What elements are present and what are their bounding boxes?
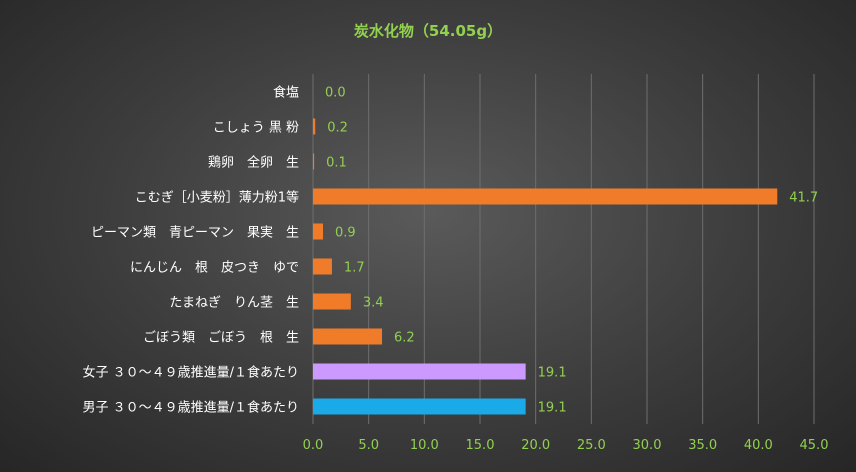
bar <box>313 153 315 170</box>
data-label: 6.2 <box>394 331 415 346</box>
category-label: ごぼう類 ごぼう 根 生 <box>143 330 299 346</box>
bar <box>313 118 316 135</box>
x-tick-label: 5.0 <box>358 438 379 453</box>
category-label: にんじん 根 皮つき ゆで <box>130 261 299 276</box>
bar <box>313 258 332 275</box>
bar <box>313 188 778 205</box>
x-tick-label: 0.0 <box>303 438 324 453</box>
category-label: たまねぎ りん茎 生 <box>169 296 299 311</box>
data-label: 0.2 <box>327 121 348 136</box>
category-label: 男子 ３０～４９歳推進量/１食あたり <box>82 400 299 416</box>
bars <box>313 118 778 415</box>
x-tick-label: 20.0 <box>521 438 550 453</box>
data-labels: 0.0 0.2 0.1 41.7 0.9 1.7 3.4 6.2 19.1 19.1 <box>325 86 818 416</box>
data-label: 0.9 <box>335 226 356 241</box>
bar <box>313 223 324 240</box>
bar <box>313 363 526 380</box>
category-label: こしょう 黒 粉 <box>213 121 299 136</box>
data-label: 0.0 <box>325 86 346 101</box>
x-tick-label: 10.0 <box>410 438 439 453</box>
bar <box>313 328 383 345</box>
category-label: こむぎ［小麦粉］薄力粉1等 <box>135 190 299 206</box>
bar <box>313 293 351 310</box>
x-axis-tick-labels: 0.0 5.0 10.0 15.0 20.0 25.0 30.0 35.0 40.0 45.0 <box>303 438 829 453</box>
x-tick-label: 35.0 <box>688 438 717 453</box>
data-label: 1.7 <box>344 261 365 276</box>
gridlines <box>312 74 815 424</box>
x-tick-label: 40.0 <box>744 438 773 453</box>
data-label: 0.1 <box>326 156 347 171</box>
data-label: 41.7 <box>789 191 818 206</box>
x-tick-label: 45.0 <box>800 438 829 453</box>
data-label: 19.1 <box>538 401 567 416</box>
x-tick-label: 15.0 <box>466 438 495 453</box>
category-label: 食塩 <box>273 85 299 101</box>
data-label: 3.4 <box>363 296 384 311</box>
bar <box>313 398 526 415</box>
category-label: 女子 ３０～４９歳推進量/１食あたり <box>82 365 299 381</box>
x-tick-label: 30.0 <box>633 438 662 453</box>
category-label: ピーマン類 青ピーマン 果実 生 <box>91 225 299 241</box>
category-label: 鶏卵 全卵 生 <box>208 155 299 171</box>
data-label: 19.1 <box>538 366 567 381</box>
chart-title: 炭水化物（54.05g） <box>354 22 502 40</box>
x-tick-label: 25.0 <box>577 438 606 453</box>
